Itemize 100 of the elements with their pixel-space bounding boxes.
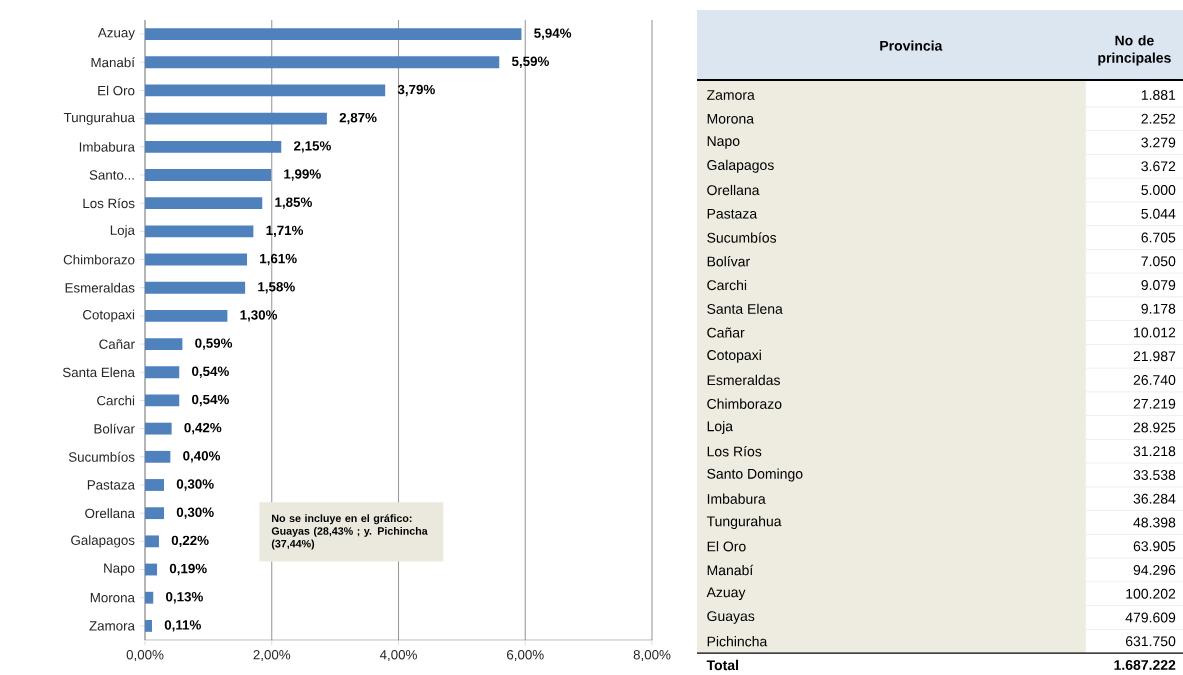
text: 1.687.222 bbox=[1114, 660, 1176, 670]
text: 9.178 bbox=[1141, 303, 1176, 314]
data-label: 5,94% bbox=[534, 28, 572, 40]
data-label: 1,30% bbox=[240, 310, 278, 322]
data-label: 0,54% bbox=[192, 394, 229, 407]
bar bbox=[145, 169, 272, 181]
y-tick-label: Carchi bbox=[97, 395, 135, 406]
data-label: 0,13% bbox=[166, 592, 203, 604]
text: 26.740 bbox=[1133, 375, 1176, 385]
y-tick-label: Loja bbox=[110, 225, 135, 238]
text: 28.925 bbox=[1133, 422, 1176, 433]
text: 100.202 bbox=[1126, 588, 1176, 599]
data-label: 0,22% bbox=[171, 535, 209, 548]
category-label: Carchi bbox=[707, 279, 747, 291]
category-label: Sucumbíos bbox=[707, 232, 777, 243]
y-tick-label: Orellana bbox=[85, 508, 135, 519]
data-label: 1,99% bbox=[284, 169, 321, 181]
text: 479.609 bbox=[1125, 612, 1176, 623]
category-label: Imbabura bbox=[707, 493, 766, 504]
data-label: 2,15% bbox=[293, 141, 331, 153]
x-tick-label: 2,00% bbox=[253, 650, 291, 662]
y-tick-label: Bolívar bbox=[94, 423, 135, 434]
y-tick-label: Morona bbox=[90, 593, 135, 603]
bar bbox=[145, 591, 154, 604]
y-tick-label: Imbabura bbox=[79, 141, 135, 152]
category-label: Cotopaxi bbox=[707, 349, 761, 363]
bar bbox=[145, 140, 282, 153]
x-tick-label: 4,00% bbox=[379, 650, 417, 662]
bar bbox=[145, 281, 246, 294]
category-label: Total bbox=[706, 659, 738, 671]
y-tick-label: Azuay bbox=[97, 28, 135, 41]
data-label: 1,71% bbox=[266, 225, 304, 238]
category-label: Santo Domingo bbox=[707, 468, 803, 482]
data-label: 3,79% bbox=[397, 84, 435, 97]
y-tick-label: Los Ríos bbox=[83, 198, 135, 209]
text: 1.881 bbox=[1141, 90, 1176, 100]
data-label: 1,61% bbox=[260, 253, 297, 266]
text: 94.296 bbox=[1133, 565, 1176, 575]
data-label: 0,30% bbox=[176, 479, 214, 491]
bar bbox=[145, 56, 500, 69]
text: 2.252 bbox=[1141, 113, 1176, 124]
category-label: Azuay bbox=[706, 587, 746, 601]
category-label: Pastaza bbox=[707, 208, 758, 219]
data-label: 0,59% bbox=[195, 338, 233, 350]
text: 631.750 bbox=[1125, 636, 1176, 647]
category-label: Tungurahua bbox=[706, 515, 782, 530]
data-label: 0,11% bbox=[164, 620, 201, 632]
y-tick-label: Cotopaxi bbox=[83, 309, 135, 323]
category-label: Napo bbox=[707, 136, 740, 149]
y-tick-label: Sucumbíos bbox=[68, 451, 135, 462]
text: 5.000 bbox=[1141, 185, 1176, 195]
text: 48.398 bbox=[1133, 517, 1176, 528]
annotation: No se incluye en el gráfico: Guayas (28,43% ; y. Pichincha (37,44%) bbox=[271, 514, 428, 550]
bar bbox=[145, 479, 165, 491]
data-label: 2,87% bbox=[339, 112, 377, 125]
y-tick-label: Cañar bbox=[99, 339, 135, 349]
y-tick-label: Manabí bbox=[91, 57, 135, 68]
data-label: 0,40% bbox=[183, 451, 221, 463]
text: 21.987 bbox=[1133, 351, 1176, 362]
y-tick-label: Zamora bbox=[89, 621, 135, 631]
category-label: Bolívar bbox=[707, 256, 750, 267]
category-label: Loja bbox=[707, 420, 734, 435]
bar bbox=[145, 394, 180, 407]
x-tick-label: 6,00% bbox=[507, 650, 544, 662]
x-tick-label: 8,00% bbox=[633, 650, 671, 662]
bar bbox=[145, 28, 522, 40]
category-label: El Oro bbox=[707, 541, 746, 552]
category-label: Santa Elena bbox=[707, 303, 783, 314]
bar bbox=[145, 112, 327, 125]
bar bbox=[145, 366, 180, 379]
y-tick-label: Chimborazo bbox=[63, 254, 135, 265]
text: 33.538 bbox=[1133, 470, 1176, 480]
text: 3.279 bbox=[1141, 137, 1176, 148]
text: 3.672 bbox=[1141, 161, 1176, 172]
text: 10.012 bbox=[1134, 327, 1176, 338]
data-label: 5,59% bbox=[511, 56, 549, 68]
data-label: 0,42% bbox=[184, 422, 222, 435]
bar bbox=[145, 338, 183, 350]
y-tick-label: Galapagos bbox=[71, 535, 135, 548]
text: Provincia bbox=[880, 40, 943, 51]
bar bbox=[145, 253, 248, 266]
category-label: Morona bbox=[707, 113, 755, 124]
y-tick-label: Pastaza bbox=[87, 480, 135, 490]
y-tick-label: Santa Elena bbox=[62, 367, 135, 378]
data-label: 1,85% bbox=[275, 197, 312, 209]
bar bbox=[145, 535, 159, 548]
text: 27.219 bbox=[1133, 398, 1176, 409]
text: 9.079 bbox=[1141, 280, 1176, 290]
y-tick-label: Esmeraldas bbox=[65, 282, 135, 293]
data-label: 0,54% bbox=[192, 366, 229, 378]
text: 6.705 bbox=[1141, 232, 1176, 243]
category-label: Chimborazo bbox=[707, 398, 782, 409]
bar bbox=[145, 619, 152, 632]
bar bbox=[145, 563, 158, 576]
category-label: Esmeraldas bbox=[707, 374, 780, 386]
bar bbox=[145, 507, 165, 520]
category-label: Pichincha bbox=[707, 636, 768, 647]
y-tick-label: El Oro bbox=[98, 85, 135, 96]
y-tick-label: Santo... bbox=[89, 170, 134, 180]
y-tick-label: Napo bbox=[104, 563, 135, 576]
